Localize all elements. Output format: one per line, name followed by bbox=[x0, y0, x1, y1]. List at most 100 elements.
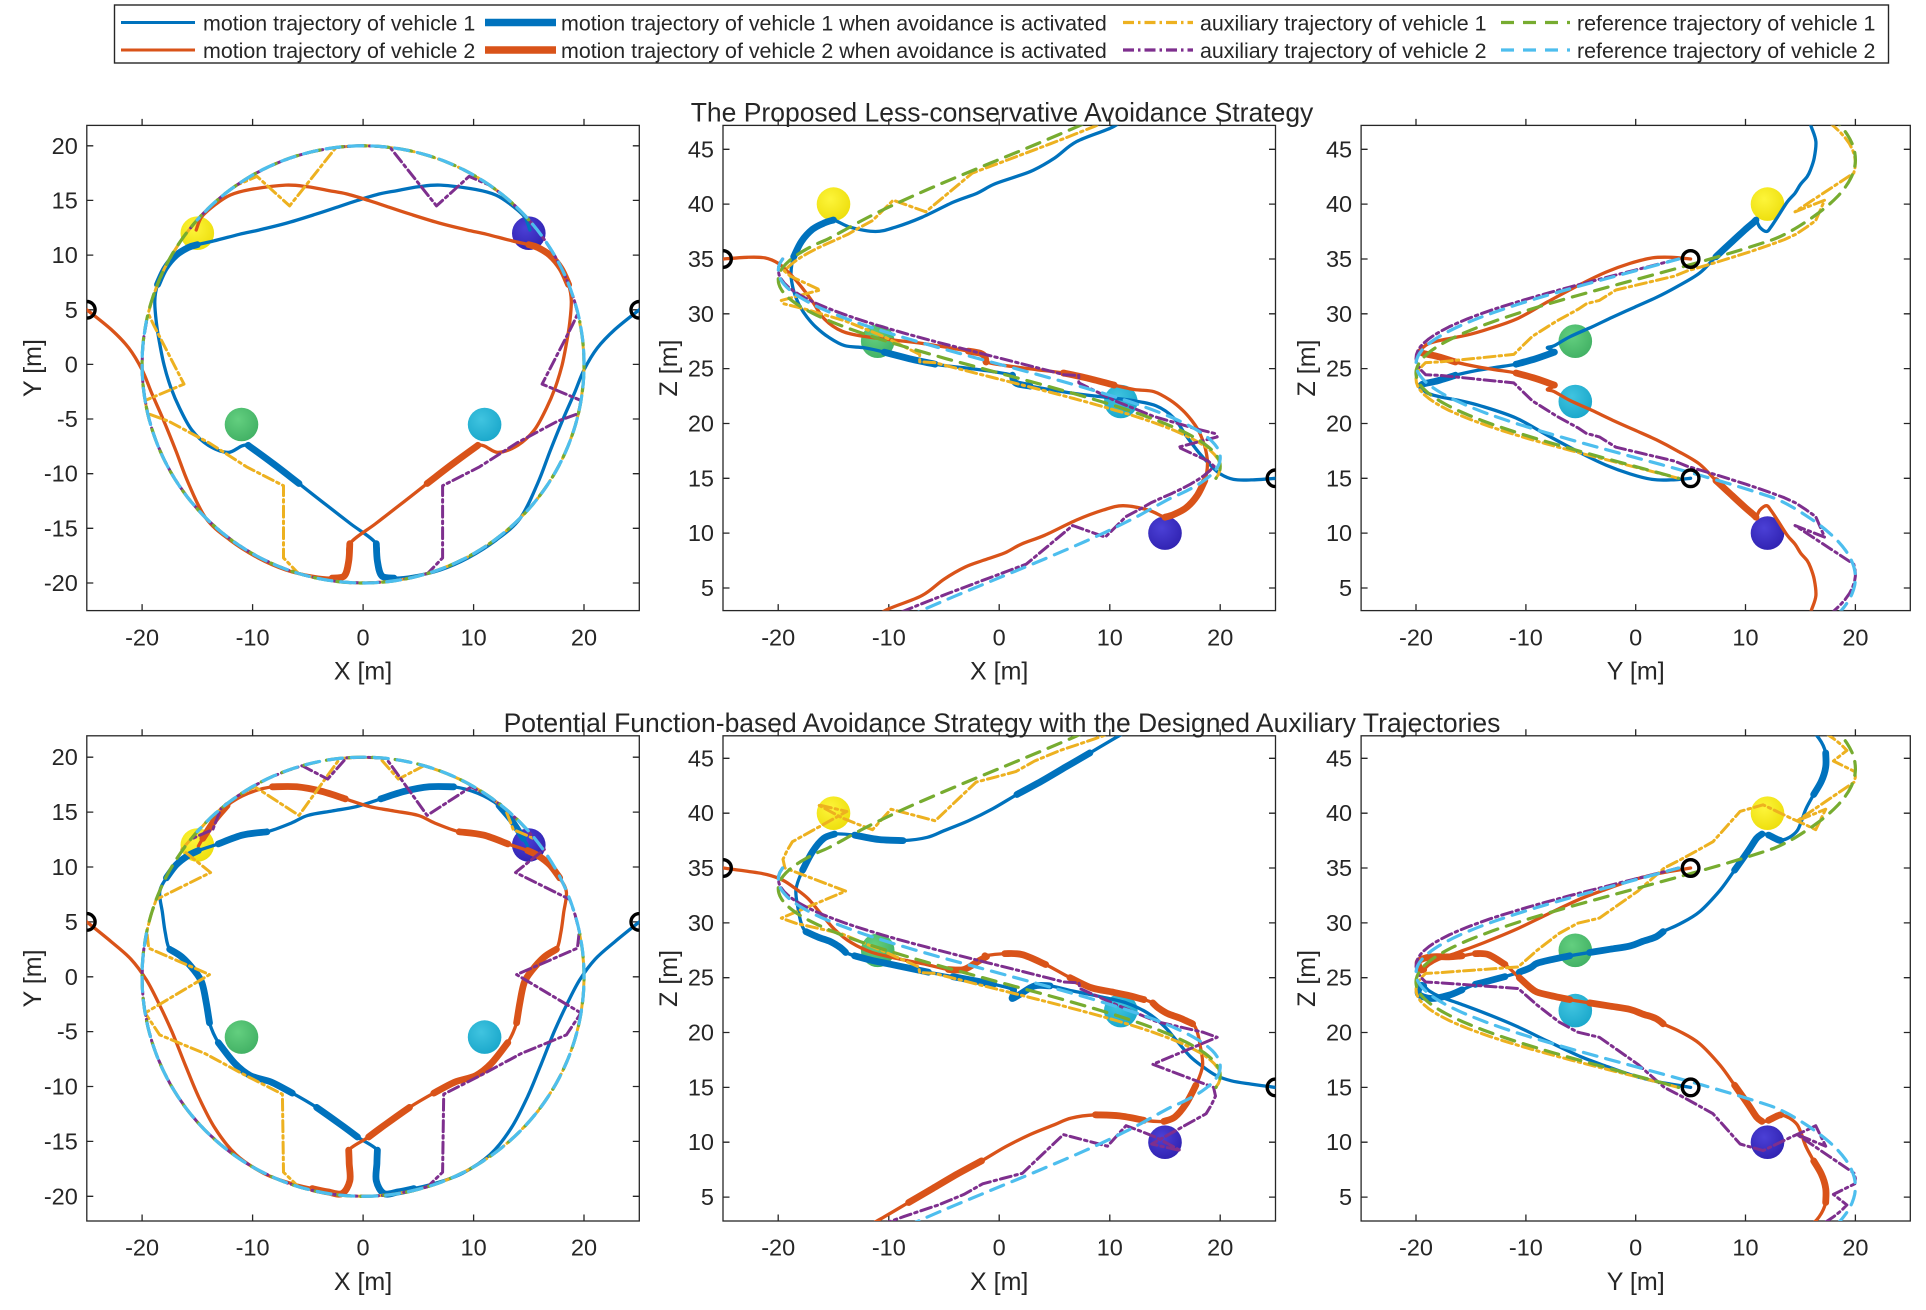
svg-text:20: 20 bbox=[1326, 1020, 1352, 1046]
svg-text:Z [m]: Z [m] bbox=[1293, 950, 1321, 1007]
svg-text:20: 20 bbox=[52, 133, 78, 159]
svg-text:Y [m]: Y [m] bbox=[1607, 658, 1665, 686]
svg-text:40: 40 bbox=[1326, 191, 1352, 217]
svg-text:20: 20 bbox=[688, 411, 714, 437]
svg-text:30: 30 bbox=[688, 301, 714, 327]
svg-text:-10: -10 bbox=[1509, 1235, 1543, 1261]
svg-text:-20: -20 bbox=[44, 570, 78, 596]
svg-text:15: 15 bbox=[688, 1074, 714, 1100]
svg-text:reference trajectory of vehicl: reference trajectory of vehicle 2 bbox=[1577, 39, 1875, 63]
svg-text:5: 5 bbox=[1339, 575, 1352, 601]
svg-text:20: 20 bbox=[52, 744, 78, 770]
svg-text:5: 5 bbox=[701, 575, 714, 601]
svg-text:-20: -20 bbox=[125, 1235, 159, 1261]
svg-text:-15: -15 bbox=[44, 1128, 78, 1154]
svg-text:30: 30 bbox=[688, 910, 714, 936]
svg-text:-20: -20 bbox=[1399, 1235, 1433, 1261]
svg-text:motion trajectory of vehicle 2: motion trajectory of vehicle 2 bbox=[203, 39, 475, 63]
svg-text:5: 5 bbox=[65, 297, 78, 323]
svg-text:10: 10 bbox=[1326, 1129, 1352, 1155]
svg-text:35: 35 bbox=[688, 855, 714, 881]
svg-text:X [m]: X [m] bbox=[334, 1268, 392, 1296]
svg-text:0: 0 bbox=[357, 624, 370, 650]
svg-text:10: 10 bbox=[1732, 624, 1758, 650]
svg-text:-10: -10 bbox=[44, 1074, 78, 1100]
svg-text:X [m]: X [m] bbox=[970, 658, 1028, 686]
svg-text:20: 20 bbox=[688, 1020, 714, 1046]
svg-text:40: 40 bbox=[1326, 800, 1352, 826]
svg-text:15: 15 bbox=[52, 799, 78, 825]
svg-text:30: 30 bbox=[1326, 301, 1352, 327]
svg-text:-20: -20 bbox=[125, 624, 159, 650]
svg-text:10: 10 bbox=[688, 1129, 714, 1155]
svg-text:-5: -5 bbox=[57, 406, 78, 432]
svg-text:10: 10 bbox=[1097, 624, 1123, 650]
svg-text:-20: -20 bbox=[761, 1235, 795, 1261]
svg-text:20: 20 bbox=[571, 1235, 597, 1261]
svg-text:10: 10 bbox=[1732, 1235, 1758, 1261]
svg-text:Y [m]: Y [m] bbox=[19, 949, 47, 1007]
svg-text:0: 0 bbox=[65, 964, 78, 990]
svg-text:10: 10 bbox=[1326, 520, 1352, 546]
svg-text:-10: -10 bbox=[872, 624, 906, 650]
svg-text:0: 0 bbox=[993, 624, 1006, 650]
svg-text:-20: -20 bbox=[761, 624, 795, 650]
svg-text:motion trajectory of vehicle 1: motion trajectory of vehicle 1 bbox=[203, 11, 475, 35]
svg-text:-10: -10 bbox=[44, 461, 78, 487]
svg-text:20: 20 bbox=[1326, 411, 1352, 437]
svg-text:-20: -20 bbox=[1399, 624, 1433, 650]
svg-text:10: 10 bbox=[52, 854, 78, 880]
svg-text:-10: -10 bbox=[872, 1235, 906, 1261]
svg-text:40: 40 bbox=[688, 191, 714, 217]
svg-text:30: 30 bbox=[1326, 910, 1352, 936]
svg-text:0: 0 bbox=[993, 1235, 1006, 1261]
svg-text:Potential Function-based Avoid: Potential Function-based Avoidance Strat… bbox=[504, 708, 1501, 738]
svg-text:25: 25 bbox=[688, 965, 714, 991]
svg-text:5: 5 bbox=[1339, 1184, 1352, 1210]
svg-text:15: 15 bbox=[1326, 465, 1352, 491]
svg-text:Y [m]: Y [m] bbox=[1607, 1268, 1665, 1296]
svg-text:X [m]: X [m] bbox=[970, 1268, 1028, 1296]
svg-text:5: 5 bbox=[701, 1184, 714, 1210]
svg-text:auxiliary trajectory of vehicl: auxiliary trajectory of vehicle 2 bbox=[1200, 39, 1487, 63]
svg-text:20: 20 bbox=[1207, 1235, 1233, 1261]
svg-text:motion trajectory of vehicle 2: motion trajectory of vehicle 2 when avoi… bbox=[561, 39, 1107, 63]
svg-text:motion trajectory of vehicle 1: motion trajectory of vehicle 1 when avoi… bbox=[561, 11, 1107, 35]
svg-text:15: 15 bbox=[52, 187, 78, 213]
svg-text:45: 45 bbox=[688, 745, 714, 771]
svg-text:20: 20 bbox=[571, 624, 597, 650]
svg-text:-10: -10 bbox=[1509, 624, 1543, 650]
svg-text:-15: -15 bbox=[44, 515, 78, 541]
svg-text:5: 5 bbox=[65, 909, 78, 935]
svg-text:0: 0 bbox=[65, 351, 78, 377]
svg-text:45: 45 bbox=[1326, 136, 1352, 162]
svg-text:reference trajectory of vehicl: reference trajectory of vehicle 1 bbox=[1577, 11, 1875, 35]
svg-text:X [m]: X [m] bbox=[334, 658, 392, 686]
svg-text:15: 15 bbox=[1326, 1074, 1352, 1100]
svg-text:35: 35 bbox=[1326, 246, 1352, 272]
svg-text:25: 25 bbox=[688, 356, 714, 382]
svg-text:Z [m]: Z [m] bbox=[1293, 340, 1321, 397]
svg-text:-10: -10 bbox=[236, 1235, 270, 1261]
svg-text:10: 10 bbox=[1097, 1235, 1123, 1261]
svg-text:10: 10 bbox=[461, 624, 487, 650]
svg-text:Y [m]: Y [m] bbox=[19, 339, 47, 397]
svg-text:10: 10 bbox=[688, 520, 714, 546]
svg-text:45: 45 bbox=[1326, 745, 1352, 771]
svg-text:10: 10 bbox=[52, 242, 78, 268]
svg-text:-10: -10 bbox=[236, 624, 270, 650]
svg-text:20: 20 bbox=[1842, 624, 1868, 650]
svg-text:The Proposed Less-conservative: The Proposed Less-conservative Avoidance… bbox=[691, 98, 1314, 128]
svg-text:-5: -5 bbox=[57, 1019, 78, 1045]
svg-text:-20: -20 bbox=[44, 1183, 78, 1209]
svg-text:35: 35 bbox=[688, 246, 714, 272]
svg-text:20: 20 bbox=[1207, 624, 1233, 650]
svg-text:35: 35 bbox=[1326, 855, 1352, 881]
svg-text:0: 0 bbox=[1629, 1235, 1642, 1261]
svg-text:0: 0 bbox=[1629, 624, 1642, 650]
svg-text:10: 10 bbox=[461, 1235, 487, 1261]
svg-text:25: 25 bbox=[1326, 965, 1352, 991]
svg-text:auxiliary trajectory of vehicl: auxiliary trajectory of vehicle 1 bbox=[1200, 11, 1487, 35]
svg-text:Z [m]: Z [m] bbox=[655, 340, 683, 397]
svg-text:15: 15 bbox=[688, 465, 714, 491]
